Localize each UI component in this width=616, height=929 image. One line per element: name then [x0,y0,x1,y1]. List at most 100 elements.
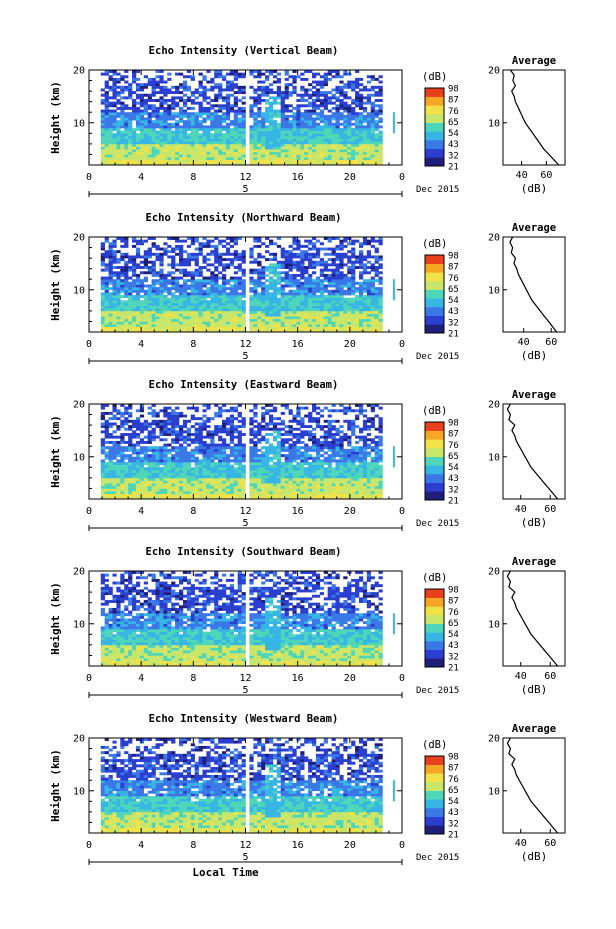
heatmap-cell [120,318,125,322]
heatmap-cell [178,271,184,275]
heatmap-cell [218,130,223,134]
heatmap-cell [312,279,317,283]
heatmap-cell [296,284,301,288]
heatmap-cell [159,425,164,429]
heatmap-cell [343,310,348,314]
heatmap-cell [237,310,242,314]
heatmap-cell [225,329,231,333]
heatmap-cell [175,496,180,500]
heatmap-cell [351,138,356,142]
heatmap-cell [312,125,317,129]
heatmap-cell [315,154,321,158]
heatmap-cell [147,159,152,163]
heatmap-cell [120,422,125,426]
heatmap-cell [198,250,203,254]
heatmap-cell [280,154,285,158]
heatmap-cell [151,324,156,328]
heatmap-cell [116,454,121,458]
heatmap-cell [312,162,317,166]
heatmap-cell [335,324,340,328]
heatmap-cell [347,242,352,246]
heatmap-cell [151,271,156,275]
heatmap-cell [167,117,172,121]
heatmap-cell [315,104,321,108]
heatmap-cell [319,117,325,121]
heatmap-cell [194,475,199,479]
heatmap-cell [194,117,199,121]
heatmap-cell [159,300,164,304]
heatmap-cell [155,318,160,322]
heatmap-cell [151,411,156,415]
heatmap-cell [104,106,109,110]
heatmap-cell [229,313,235,317]
heatmap-cell [374,268,379,272]
heatmap-cell [296,75,301,79]
heatmap-cell [253,318,258,322]
heatmap-cell [249,157,254,161]
heatmap-cell [276,146,282,150]
heatmap-cell [135,149,141,153]
heatmap-cell [253,112,258,116]
heatmap-cell [194,488,199,492]
heatmap-cell [108,425,113,429]
heatmap-cell [159,252,164,256]
heatmap-cell [139,143,145,147]
heatmap-cell [378,149,383,153]
heatmap-cell [206,162,211,166]
heatmap-cell [178,91,184,95]
heatmap-cell [155,425,160,429]
heatmap-cell [315,117,321,121]
heatmap-cell [182,310,188,314]
heatmap-cell [100,488,105,492]
heatmap-cell [128,106,133,110]
heatmap-cell [210,151,215,155]
heatmap-cell [120,96,125,100]
heatmap-cell [362,157,368,161]
heatmap-cell [167,125,172,129]
heatmap-cell [186,75,192,79]
heatmap-cell [135,480,141,484]
heatmap-cell [190,488,195,492]
heatmap-cell [261,273,266,277]
heatmap-cell [194,467,199,471]
heatmap-cell [194,480,199,484]
heatmap-cell [155,289,160,293]
heatmap-cell [331,146,336,150]
heatmap-cell [163,287,168,291]
heatmap-cell [175,284,180,288]
heatmap-cell [241,321,246,325]
heatmap-cell [366,252,371,256]
heatmap-cell [358,329,364,333]
heatmap-cell [198,146,203,150]
heatmap-cell [163,276,168,280]
heatmap-cell [198,496,203,500]
heatmap-cell [139,133,145,137]
heatmap-cell [135,159,141,163]
heatmap-cell [378,324,383,328]
heatmap-cell [159,454,164,458]
heatmap-cell [124,409,129,413]
average-y-tick-label: 20 [488,66,500,77]
heatmap-cell [135,96,141,100]
heatmap-cell [296,297,301,301]
heatmap-cell [143,133,148,137]
heatmap-cell [139,406,145,410]
heatmap-cell [159,438,164,442]
heatmap-cell [257,316,262,320]
heatmap-cell [265,109,270,113]
heatmap-cell [143,125,148,129]
heatmap-cell [319,292,325,296]
heatmap-cell [280,252,285,256]
heatmap-cell [284,117,289,121]
heatmap-cell [198,438,203,442]
heatmap-cell [362,101,368,105]
heatmap-cell [175,469,180,473]
heatmap-cell [132,493,137,497]
heatmap-cell [323,295,328,298]
heatmap-cell [108,462,113,465]
heatmap-cell [190,302,195,306]
heatmap-cell [315,72,321,76]
heatmap-cell [139,321,145,325]
heatmap-cell [151,305,156,309]
heatmap-cell [280,130,285,134]
